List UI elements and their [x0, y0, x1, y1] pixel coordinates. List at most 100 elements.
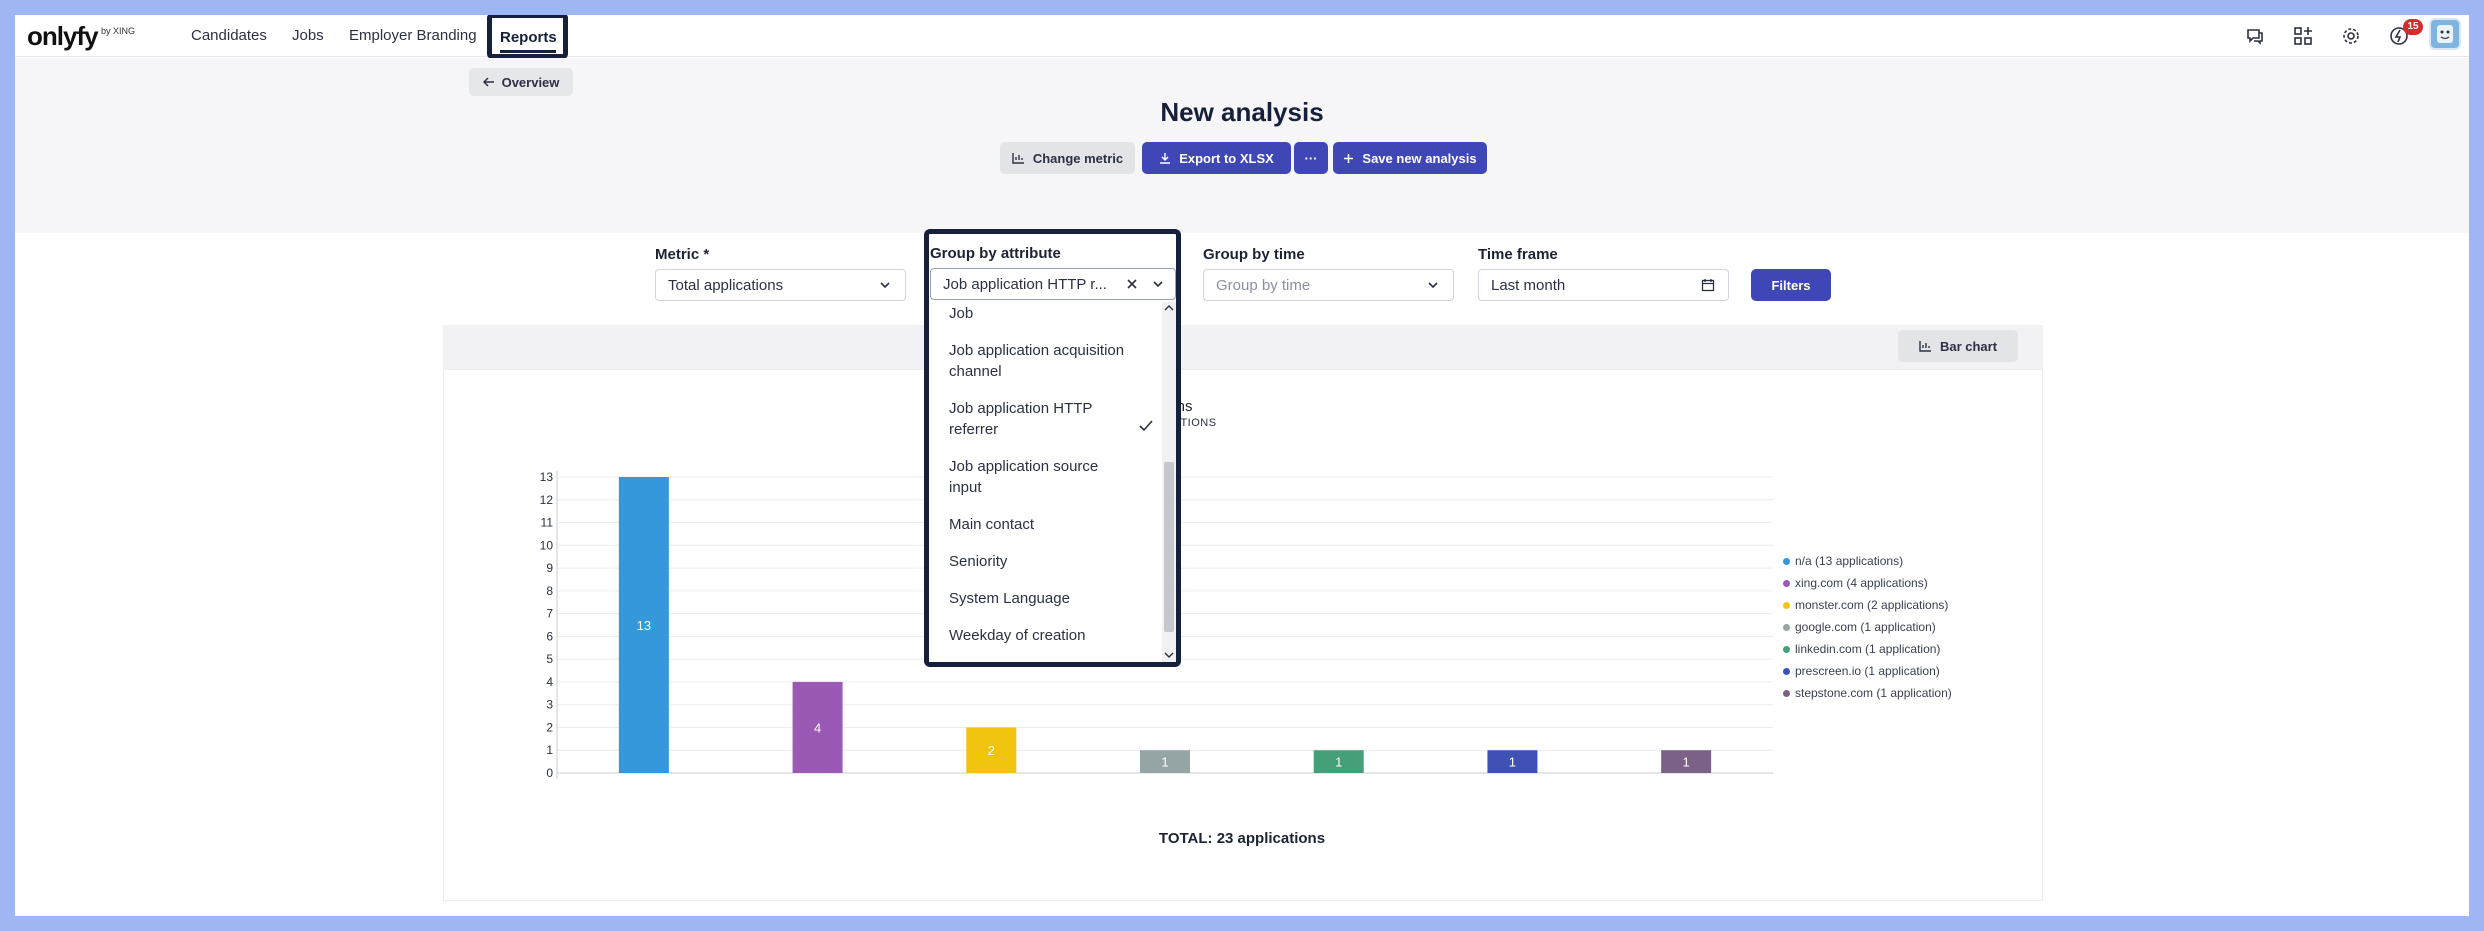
chart-type-label: Bar chart: [1939, 338, 1998, 354]
option-job[interactable]: Job: [949, 305, 974, 322]
y-tick-label: 9: [546, 561, 553, 575]
metric-select[interactable]: Total applications: [655, 269, 906, 301]
settings-gear-icon[interactable]: [2337, 22, 2365, 50]
metric-value: Total applications: [668, 277, 784, 294]
bar-data-label: 1: [1509, 755, 1516, 770]
legend-dot: [1783, 579, 1790, 587]
back-label: Overview: [501, 74, 560, 90]
nav-reports-label: Reports: [500, 29, 557, 46]
nav-jobs[interactable]: Jobs: [292, 27, 324, 44]
chart-card: [443, 369, 2043, 901]
page-title: New analysis: [1160, 97, 1324, 127]
bar-data-label: 2: [988, 743, 995, 758]
chart-type-button[interactable]: Bar chart: [1898, 330, 2018, 362]
clear-icon[interactable]: [1125, 277, 1139, 291]
group-by-attribute-select[interactable]: Job application HTTP r...: [930, 268, 1176, 300]
y-tick-label: 2: [546, 720, 553, 734]
y-tick-label: 8: [546, 584, 553, 598]
legend-item[interactable]: stepstone.com (1 application): [1783, 682, 1952, 704]
group-by-attribute-value: Job application HTTP r...: [943, 276, 1107, 293]
chat-icon[interactable]: [2241, 22, 2269, 50]
legend-label: prescreen.io (1 application): [1795, 664, 1940, 678]
time-frame-label: Time frame: [1478, 246, 1558, 263]
bar-chart-icon: [1919, 341, 1931, 352]
apps-grid-icon[interactable]: [2289, 22, 2317, 50]
scroll-up-icon[interactable]: [1164, 304, 1174, 312]
download-icon: [1160, 153, 1171, 164]
bar-prescreen.io: [1487, 750, 1538, 773]
y-tick-label: 1: [546, 743, 553, 757]
export-xlsx-button[interactable]: Export to XLSX: [1142, 142, 1291, 174]
user-avatar[interactable]: [2429, 18, 2461, 50]
nav-active-underline: [500, 50, 556, 53]
option-acquisition-channel[interactable]: Job application acquisition channel: [949, 342, 1125, 380]
y-tick-label: 12: [540, 493, 554, 507]
option-weekday-of-creation[interactable]: Weekday of creation: [949, 627, 1086, 644]
legend-item[interactable]: n/a (13 applications): [1783, 550, 1952, 572]
legend-item[interactable]: google.com (1 application): [1783, 616, 1952, 638]
back-to-overview-button[interactable]: Overview: [469, 68, 573, 96]
y-tick-label: 11: [541, 516, 554, 530]
nav-candidates[interactable]: Candidates: [191, 27, 267, 44]
dropdown-scroll-thumb[interactable]: [1164, 462, 1174, 632]
time-frame-picker[interactable]: Last month: [1478, 269, 1729, 301]
chevron-down-icon: [880, 282, 890, 289]
legend-label: google.com (1 application): [1795, 620, 1936, 634]
legend-item[interactable]: linkedin.com (1 application): [1783, 638, 1952, 660]
change-metric-button[interactable]: Change metric: [1000, 142, 1135, 174]
nav-reports[interactable]: Reports: [487, 15, 568, 59]
bar-xing.com: [792, 681, 843, 773]
more-actions-button[interactable]: ···: [1294, 142, 1328, 174]
save-label: Save new analysis: [1362, 150, 1477, 166]
notifications-icon[interactable]: [2385, 22, 2413, 50]
option-main-contact[interactable]: Main contact: [949, 516, 1035, 533]
y-tick-label: 3: [546, 698, 553, 712]
chart-total: TOTAL: 23 applications: [1158, 830, 1326, 847]
change-metric-label: Change metric: [1032, 150, 1124, 166]
option-http-referrer[interactable]: Job application HTTP referrer: [949, 400, 1093, 438]
option-source-input[interactable]: Job application source input: [949, 458, 1099, 496]
bar-chart-icon: [1012, 153, 1024, 164]
y-tick-label: 7: [546, 607, 553, 621]
notification-badge: 15: [2403, 19, 2423, 35]
legend-label: xing.com (4 applications): [1795, 576, 1928, 590]
nav-employer-branding[interactable]: Employer Branding: [349, 27, 477, 44]
bar-stepstone.com: [1661, 750, 1712, 773]
plus-icon: [1344, 153, 1354, 163]
legend-dot: [1783, 645, 1790, 653]
metric-label: Metric *: [655, 246, 710, 263]
chart-legend: n/a (13 applications) xing.com (4 applica…: [1783, 550, 1952, 704]
y-tick-label: 10: [540, 538, 554, 552]
option-seniority[interactable]: Seniority: [949, 553, 1008, 570]
legend-label: linkedin.com (1 application): [1795, 642, 1941, 656]
bar-data-label: 1: [1161, 755, 1168, 770]
bar-monster.com: [966, 727, 1017, 773]
more-icon: ···: [1304, 150, 1318, 166]
y-tick-label: 6: [546, 629, 553, 643]
onlyfy-logo[interactable]: onlyfy: [27, 21, 99, 51]
export-label: Export to XLSX: [1179, 150, 1274, 166]
scroll-down-icon[interactable]: [1164, 651, 1174, 659]
legend-item[interactable]: monster.com (2 applications): [1783, 594, 1952, 616]
legend-dot: [1783, 667, 1790, 675]
dropdown-scrollbar[interactable]: [1162, 302, 1176, 662]
legend-dot: [1783, 601, 1790, 609]
group-by-time-select[interactable]: Group by time: [1203, 269, 1454, 301]
group-by-attribute-options: Job Job application acquisition channel …: [929, 302, 1161, 662]
save-new-analysis-button[interactable]: Save new analysis: [1333, 142, 1487, 174]
logo-subtitle: by XING: [101, 26, 136, 36]
legend-item[interactable]: xing.com (4 applications): [1783, 572, 1952, 594]
bar-data-label: 1: [1683, 755, 1690, 770]
bar-data-label: 13: [637, 618, 651, 633]
y-tick-label: 5: [546, 652, 553, 666]
app-frame: onlyfy by XING Candidates Jobs Employer …: [15, 15, 2469, 916]
filters-button[interactable]: Filters: [1751, 269, 1831, 301]
chevron-down-icon[interactable]: [1151, 277, 1165, 291]
bar-data-label: 4: [814, 720, 821, 735]
group-by-attribute-label: Group by attribute: [930, 245, 1061, 262]
y-tick-label: 13: [540, 470, 554, 484]
option-system-language[interactable]: System Language: [949, 590, 1070, 607]
bar-google.com: [1140, 750, 1190, 773]
legend-item[interactable]: prescreen.io (1 application): [1783, 660, 1952, 682]
